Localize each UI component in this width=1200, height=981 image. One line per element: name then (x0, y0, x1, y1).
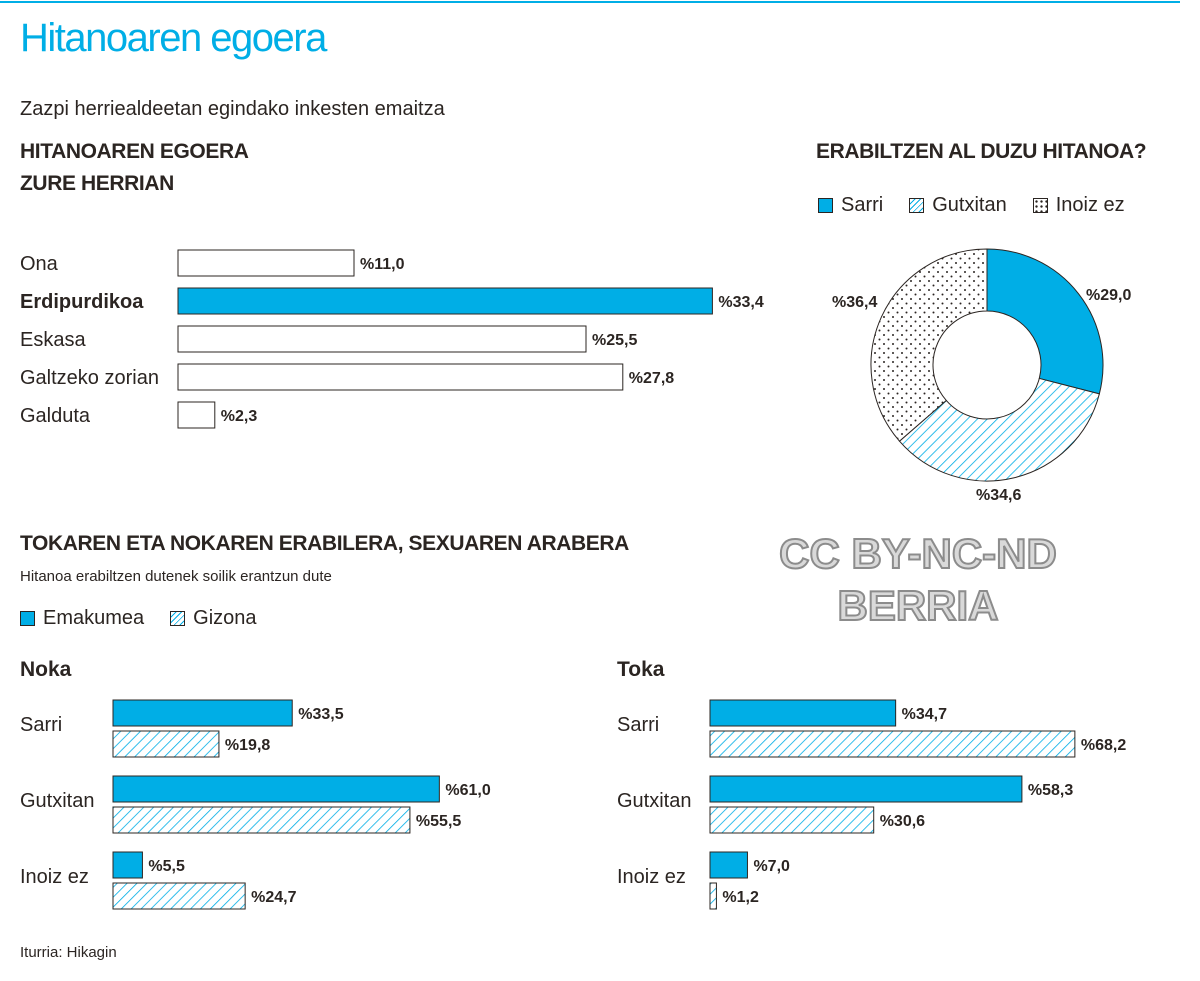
donut-value-label: %34,6 (976, 487, 1021, 504)
bar-emakumea (112, 775, 440, 803)
usage-legend: Sarri Gutxitan Inoiz ez (818, 194, 1151, 217)
status-value-label: %33,4 (718, 294, 763, 311)
bar-gizona (112, 882, 246, 910)
bar-emakumea (112, 699, 293, 727)
bar-gizona (709, 882, 717, 910)
gender-category-label: Inoiz ez (617, 866, 686, 888)
gender-value-label: %61,0 (445, 782, 490, 799)
legend-swatch-solid (20, 611, 35, 626)
bar-gizona (112, 806, 411, 834)
watermark-line1: CC BY-NC-ND (778, 529, 1058, 578)
legend-label: Sarri (841, 194, 884, 216)
bar-emakumea (709, 699, 897, 727)
legend-label: Inoiz ez (1055, 194, 1125, 216)
gender-category-label: Gutxitan (617, 790, 691, 812)
gender-value-label: %30,6 (880, 813, 925, 830)
page-subtitle: Zazpi herriealdeetan egindako inkesten e… (20, 98, 445, 120)
watermark-line2: BERRIA (836, 581, 999, 630)
status-value-label: %25,5 (592, 332, 637, 349)
bar-gizona (709, 730, 1076, 758)
donut-value-label: %36,4 (832, 294, 877, 311)
legend-label: Emakumea (43, 607, 145, 629)
status-value-label: %2,3 (221, 408, 258, 425)
gender-value-label: %19,8 (225, 737, 270, 754)
gender-value-label: %58,3 (1028, 782, 1073, 799)
gender-value-label: %33,5 (298, 706, 343, 723)
legend-label: Gizona (193, 607, 257, 629)
top-rule (0, 1, 1180, 3)
status-title-line2: ZURE HERRIAN (20, 172, 174, 195)
donut-value-label: %29,0 (1086, 287, 1131, 304)
donut-slice (870, 248, 988, 442)
status-value-label: %11,0 (360, 256, 405, 273)
status-bar (177, 249, 355, 277)
bar-emakumea (709, 851, 748, 879)
panel-title-toka: Toka (617, 658, 665, 681)
donut-slice (986, 248, 1104, 395)
usage-title: ERABILTZEN AL DUZU HITANOA? (816, 140, 1147, 163)
legend-item-sarri: Sarri (818, 194, 883, 217)
status-category-label: Erdipurdikoa (20, 291, 144, 313)
gender-note: Hitanoa erabiltzen dutenek soilik erantz… (20, 568, 332, 585)
gender-value-label: %68,2 (1081, 737, 1126, 754)
gender-category-label: Sarri (20, 714, 62, 736)
legend-item-emakumea: Emakumea (20, 607, 144, 630)
gender-value-label: %55,5 (416, 813, 461, 830)
gender-legend: Emakumea Gizona (20, 607, 283, 630)
gender-category-label: Inoiz ez (20, 866, 89, 888)
status-value-label: %27,8 (629, 370, 674, 387)
legend-swatch-hatch (909, 198, 925, 213)
status-bar (177, 401, 216, 429)
gender-category-label: Gutxitan (20, 790, 94, 812)
bar-gizona (112, 730, 220, 758)
status-bar (177, 287, 713, 315)
legend-label: Gutxitan (932, 194, 1007, 216)
legend-item-gutxitan: Gutxitan (909, 194, 1007, 217)
bar-emakumea (709, 775, 1023, 803)
status-title-line1: HITANOAREN EGOERA (20, 140, 249, 163)
gender-value-label: %34,7 (902, 706, 947, 723)
gender-category-label: Sarri (617, 714, 659, 736)
status-category-label: Galduta (20, 405, 91, 427)
bar-emakumea (112, 851, 143, 879)
status-bar (177, 363, 624, 391)
page-title: Hitanoaren egoera (20, 16, 327, 60)
legend-item-inoiz-ez: Inoiz ez (1032, 194, 1125, 217)
donut-slice (898, 377, 1100, 482)
legend-item-gizona: Gizona (170, 607, 257, 630)
gender-value-label: %7,0 (753, 858, 790, 875)
status-category-label: Ona (20, 253, 59, 275)
gender-value-label: %1,2 (722, 889, 759, 906)
source-note: Iturria: Hikagin (20, 944, 117, 961)
panel-title-noka: Noka (20, 658, 72, 681)
status-category-label: Galtzeko zorian (20, 367, 159, 389)
status-category-label: Eskasa (20, 329, 86, 351)
legend-swatch-hatch (170, 611, 186, 626)
gender-value-label: %5,5 (148, 858, 185, 875)
gender-value-label: %24,7 (251, 889, 296, 906)
bar-gizona (709, 806, 875, 834)
legend-swatch-dots (1032, 198, 1048, 213)
watermark: CC BY-NC-ND BERRIA (768, 528, 1068, 632)
legend-swatch-solid (818, 198, 833, 213)
gender-title: TOKAREN ETA NOKAREN ERABILERA, SEXUAREN … (20, 532, 629, 555)
status-bar (177, 325, 587, 353)
